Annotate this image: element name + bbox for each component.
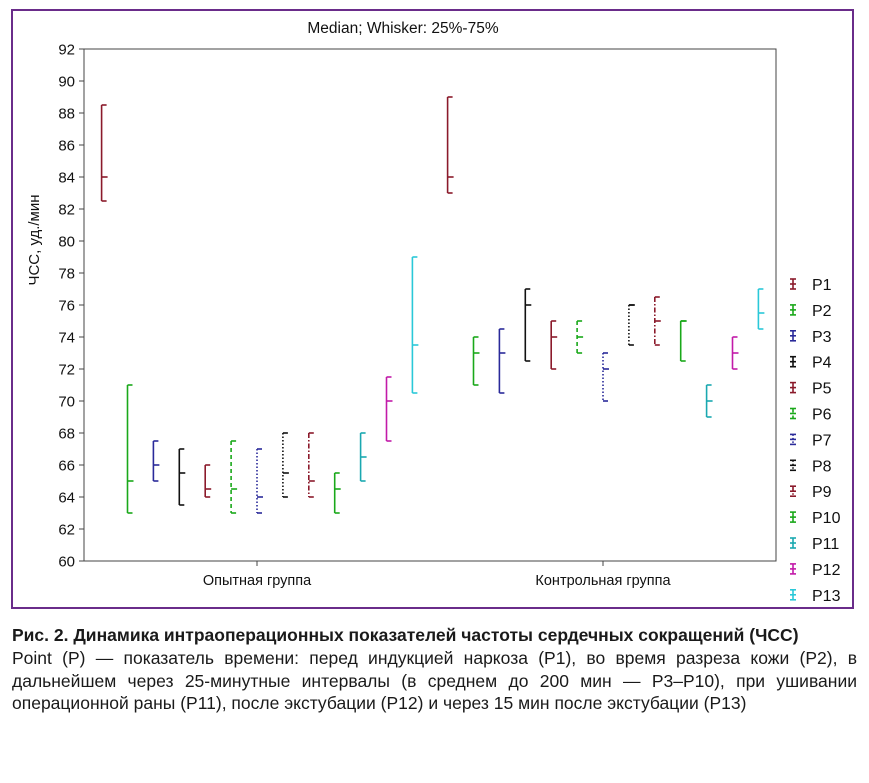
y-tick-label: 82 bbox=[58, 202, 75, 219]
whisker-p2-control bbox=[472, 336, 480, 386]
whisker-p5-experimental bbox=[204, 464, 212, 498]
legend-label: P2 bbox=[812, 303, 832, 320]
legend-label: P1 bbox=[812, 277, 832, 294]
figure-caption: Рис. 2. Динамика интраоперационных показ… bbox=[12, 624, 857, 715]
whisker-p11-experimental bbox=[359, 432, 367, 482]
legend-item-p1: P1 bbox=[790, 277, 832, 294]
legend: P1 P2 P3 P4 P5 P6 P7 P8 P9 P10 P11 P12 P13 bbox=[790, 277, 841, 605]
whisker-p12-control bbox=[731, 336, 739, 370]
whisker-p11-control bbox=[705, 384, 713, 418]
legend-label: P7 bbox=[812, 432, 832, 449]
y-tick-label: 70 bbox=[58, 394, 75, 411]
legend-item-p9: P9 bbox=[790, 484, 832, 501]
legend-label: P10 bbox=[812, 510, 841, 527]
legend-label: P4 bbox=[812, 355, 832, 372]
chart: Median; Whisker: 25%-75% ЧСС, уд./мин 60… bbox=[26, 20, 841, 605]
legend-label: P12 bbox=[812, 562, 841, 579]
whisker-p4-control bbox=[524, 288, 532, 362]
legend-label: P9 bbox=[812, 484, 832, 501]
whisker-p9-control bbox=[653, 296, 661, 346]
series-marks bbox=[100, 96, 765, 514]
whisker-p5-control bbox=[550, 320, 558, 370]
caption-body: Point (P) — показатель времени: перед ин… bbox=[12, 648, 857, 713]
chart-title: Median; Whisker: 25%-75% bbox=[307, 20, 498, 37]
y-tick-label: 76 bbox=[58, 298, 75, 315]
legend-label: P8 bbox=[812, 458, 832, 475]
whisker-p10-experimental bbox=[333, 472, 341, 514]
legend-item-p10: P10 bbox=[790, 510, 841, 527]
whisker-p8-control bbox=[628, 304, 635, 346]
whisker-p7-control bbox=[602, 352, 609, 402]
y-tick-label: 72 bbox=[58, 362, 75, 379]
y-tick-label: 68 bbox=[58, 426, 75, 443]
y-axis-label: ЧСС, уд./мин bbox=[26, 194, 43, 285]
whisker-p12-experimental bbox=[385, 376, 393, 442]
plot-area bbox=[83, 48, 777, 562]
legend-label: P11 bbox=[812, 536, 839, 553]
legend-item-p2: P2 bbox=[790, 303, 832, 320]
whisker-p6-control bbox=[576, 320, 584, 354]
y-tick-label: 86 bbox=[58, 138, 75, 155]
legend-label: P13 bbox=[812, 588, 841, 605]
x-tick-label: Контрольная группа bbox=[535, 573, 671, 589]
whisker-p13-control bbox=[757, 288, 765, 330]
whisker-p1-control bbox=[446, 96, 454, 194]
whisker-p2-experimental bbox=[126, 384, 134, 514]
legend-item-p4: P4 bbox=[790, 355, 832, 372]
y-axis: 60 62 64 66 68 70 72 74 76 78 80 82 84 86 88 90 92 bbox=[58, 42, 84, 571]
y-tick-label: 90 bbox=[58, 74, 75, 91]
whisker-p9-experimental bbox=[307, 432, 315, 498]
legend-item-p5: P5 bbox=[790, 381, 832, 398]
y-tick-label: 80 bbox=[58, 234, 75, 251]
y-tick-label: 78 bbox=[58, 266, 75, 283]
legend-item-p11: P11 bbox=[790, 536, 839, 553]
y-tick-label: 84 bbox=[58, 170, 75, 187]
whisker-p6-experimental bbox=[230, 440, 238, 514]
whisker-p3-control bbox=[498, 328, 506, 394]
x-tick-label: Опытная группа bbox=[203, 573, 312, 589]
legend-item-p8: P8 bbox=[790, 458, 832, 475]
legend-item-p6: P6 bbox=[790, 407, 832, 424]
whisker-p7-experimental bbox=[256, 448, 263, 514]
legend-label: P5 bbox=[812, 381, 832, 398]
caption-title: Рис. 2. Динамика интраоперационных показ… bbox=[12, 625, 799, 645]
whisker-p8-experimental bbox=[282, 432, 289, 498]
whisker-p13-experimental bbox=[411, 256, 419, 394]
whisker-p3-experimental bbox=[152, 440, 160, 482]
legend-label: P6 bbox=[812, 407, 832, 424]
y-tick-label: 88 bbox=[58, 106, 75, 123]
whisker-p1-experimental bbox=[100, 104, 108, 202]
legend-item-p13: P13 bbox=[790, 588, 841, 605]
figure-frame bbox=[11, 9, 854, 609]
whisker-p4-experimental bbox=[178, 448, 186, 506]
legend-item-p3: P3 bbox=[790, 329, 832, 346]
legend-item-p7: P7 bbox=[790, 432, 832, 449]
x-axis: Опытная группа Контрольная группа bbox=[203, 561, 672, 589]
y-tick-label: 60 bbox=[58, 554, 75, 571]
whisker-p10-control bbox=[679, 320, 687, 362]
y-tick-label: 62 bbox=[58, 522, 75, 539]
legend-label: P3 bbox=[812, 329, 832, 346]
legend-item-p12: P12 bbox=[790, 562, 841, 579]
y-tick-label: 74 bbox=[58, 330, 75, 347]
y-tick-label: 64 bbox=[58, 490, 75, 507]
y-tick-label: 66 bbox=[58, 458, 75, 475]
y-tick-label: 92 bbox=[58, 42, 75, 59]
